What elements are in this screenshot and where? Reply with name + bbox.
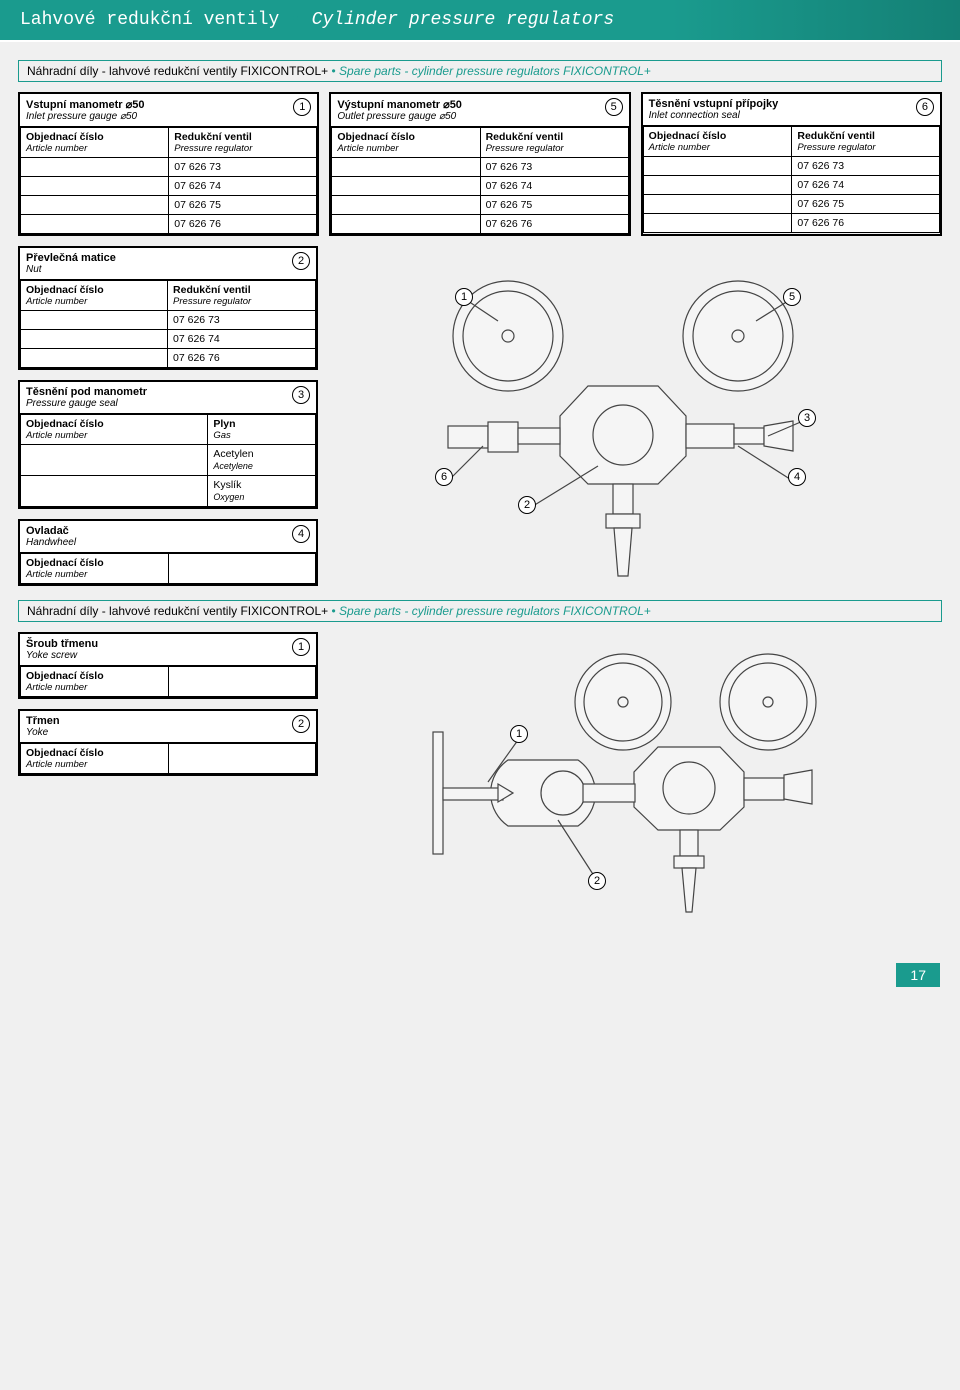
- regulator-code: 07 626 73: [169, 158, 317, 177]
- callout-5: 5: [783, 288, 801, 306]
- table-head: Převlečná matice Nut 2: [20, 248, 316, 280]
- top-table: Vstupní manometr ⌀50 Inlet pressure gaug…: [18, 92, 319, 236]
- section2-bar: Náhradní díly - lahvové redukční ventily…: [18, 600, 942, 622]
- callout-1: 1: [455, 288, 473, 306]
- title-cz: Lahvové redukční ventily: [20, 10, 279, 30]
- ref-num: 2: [292, 715, 310, 733]
- article-number: 273 214 714 810: [643, 195, 792, 214]
- ref-num: 1: [293, 98, 311, 116]
- table-head: Šroub třmenu Yoke screw 1: [20, 634, 316, 666]
- side-table: Ovladač Handwheel 4 Objednací čísloArtic…: [18, 519, 318, 586]
- ref-num: 5: [605, 98, 623, 116]
- regulator-code: 07 626 75: [480, 196, 628, 215]
- section1-bar: Náhradní díly - lahvové redukční ventily…: [18, 60, 942, 82]
- sec2-table: Třmen Yoke 2 Objednací čísloArticle numb…: [18, 709, 318, 776]
- regulator-code: 07 626 76: [169, 215, 317, 234]
- table-head: Výstupní manometr ⌀50 Outlet pressure ga…: [331, 94, 628, 127]
- callout-4: 4: [788, 468, 806, 486]
- d2-callout-2: 2: [588, 872, 606, 890]
- table-head: Ovladač Handwheel 4: [20, 521, 316, 553]
- footer: 17: [0, 953, 960, 997]
- regulator-diagram-1: 1 5 3 4 6 2: [338, 246, 942, 596]
- title-en: Cylinder pressure regulators: [312, 10, 614, 30]
- regulator-code: 07 626 73: [792, 157, 940, 176]
- side-tables: Převlečná matice Nut 2 Objednací čísloAr…: [18, 246, 318, 596]
- top-tables-row: Vstupní manometr ⌀50 Inlet pressure gaug…: [18, 92, 942, 236]
- article-number: 388 411 350 574: [332, 196, 480, 215]
- ref-num: 1: [292, 638, 310, 656]
- regulator-code: 07 626 73: [480, 158, 628, 177]
- regulator-diagram-2: 1 2: [338, 632, 942, 935]
- section2-tables: Šroub třmenu Yoke screw 1 Objednací čísl…: [18, 632, 318, 935]
- callout-2: 2: [518, 496, 536, 514]
- page-number: 17: [896, 963, 940, 987]
- table-head: Vstupní manometr ⌀50 Inlet pressure gaug…: [20, 94, 317, 127]
- ref-num: 6: [916, 98, 934, 116]
- side-table: Převlečná matice Nut 2 Objednací čísloAr…: [18, 246, 318, 370]
- top-table: Výstupní manometr ⌀50 Outlet pressure ga…: [329, 92, 630, 236]
- table-head: Těsnění pod manometr Pressure gauge seal…: [20, 382, 316, 414]
- regulator-code: 07 626 75: [169, 196, 317, 215]
- diagram2-svg: [338, 632, 898, 932]
- article-number: 321 815 909 640: [643, 157, 792, 176]
- callout-6: 6: [435, 468, 453, 486]
- page-header: Lahvové redukční ventily • Cylinder pres…: [0, 0, 960, 42]
- article-number: 321 815 909 640: [643, 214, 792, 233]
- regulator-code: 07 626 76: [480, 215, 628, 234]
- sec2-table: Šroub třmenu Yoke screw 1 Objednací čísl…: [18, 632, 318, 699]
- regulator-code: 07 626 74: [792, 176, 940, 195]
- article-number: 388 411 350 700: [332, 215, 480, 234]
- article-number: 388 411 351 582: [21, 177, 169, 196]
- regulator-code: 07 626 76: [792, 214, 940, 233]
- article-number: 388 411 351 572: [21, 215, 169, 234]
- regulator-code: 07 626 75: [792, 195, 940, 214]
- top-table: Těsnění vstupní přípojky Inlet connectio…: [641, 92, 942, 236]
- ref-num: 3: [292, 386, 310, 404]
- article-number: 388 411 350 480: [332, 158, 480, 177]
- article-number: 388 411 351 582: [21, 158, 169, 177]
- article-number: 321 815 909 640: [643, 176, 792, 195]
- regulator-code: 07 626 74: [480, 177, 628, 196]
- article-number: 388 411 350 480: [332, 177, 480, 196]
- side-table: Těsnění pod manometr Pressure gauge seal…: [18, 380, 318, 509]
- callout-3: 3: [798, 409, 816, 427]
- d2-callout-1: 1: [510, 725, 528, 743]
- ref-num: 2: [292, 252, 310, 270]
- article-number: 388 411 351 074: [21, 196, 169, 215]
- ref-num: 4: [292, 525, 310, 543]
- table-head: Třmen Yoke 2: [20, 711, 316, 743]
- table-head: Těsnění vstupní přípojky Inlet connectio…: [643, 94, 940, 126]
- regulator-code: 07 626 74: [169, 177, 317, 196]
